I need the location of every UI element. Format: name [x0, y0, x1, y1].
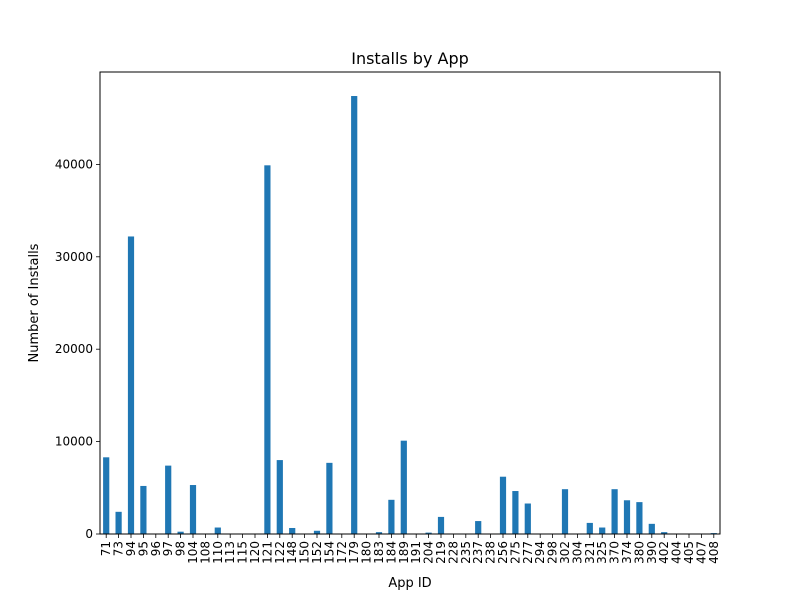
bar-97	[165, 465, 172, 534]
x-tick-label: 228	[446, 541, 460, 564]
bar-183	[375, 532, 383, 534]
x-tick-label: 94	[124, 541, 138, 556]
plot-frame	[99, 71, 721, 535]
x-tick-label: 71	[99, 541, 113, 556]
x-tick-label: 150	[298, 541, 312, 564]
x-tick-label: 115	[236, 541, 250, 564]
bar-390	[648, 523, 655, 534]
x-tick-label: 238	[484, 541, 498, 564]
x-axis-label: App ID	[388, 576, 431, 591]
x-tick-label: 122	[273, 541, 287, 564]
x-tick-label: 172	[335, 541, 349, 564]
x-tick-label: 298	[546, 541, 560, 564]
bar-184	[388, 499, 395, 534]
y-tick-label: 40000	[55, 157, 93, 171]
x-tick-label: 402	[657, 541, 671, 564]
bar-98	[177, 531, 184, 534]
bar-104	[189, 485, 197, 534]
x-tick-label: 321	[583, 541, 597, 564]
bar-302	[561, 489, 569, 534]
x-tick-label: 179	[347, 541, 361, 564]
bar-179	[351, 96, 358, 535]
bar-110	[214, 527, 221, 534]
bar-73	[115, 511, 122, 534]
x-tick-label: 370	[608, 541, 622, 564]
bar-204	[425, 532, 432, 534]
x-tick-label: 113	[223, 541, 237, 564]
x-ticks-group: 7173949596979810410811011311512012112214…	[99, 534, 721, 564]
bar-122	[276, 460, 283, 534]
x-tick-label: 219	[434, 541, 448, 564]
x-tick-label: 189	[397, 541, 411, 564]
x-tick-label: 154	[322, 541, 336, 564]
x-tick-label: 191	[409, 541, 423, 564]
bar-321	[586, 522, 593, 534]
x-tick-label: 148	[285, 541, 299, 564]
x-tick-label: 95	[136, 541, 150, 556]
x-tick-label: 184	[384, 541, 398, 564]
bar-154	[326, 462, 333, 534]
x-tick-label: 256	[496, 541, 510, 564]
x-tick-label: 152	[310, 541, 324, 564]
x-tick-label: 121	[260, 541, 274, 564]
x-tick-label: 294	[533, 541, 547, 564]
bar-325	[599, 527, 606, 534]
bar-95	[140, 485, 147, 534]
bar-71	[103, 457, 110, 534]
x-tick-label: 302	[558, 541, 572, 564]
bar-189	[400, 440, 407, 534]
x-tick-label: 204	[422, 541, 436, 564]
y-tick-label: 10000	[55, 435, 93, 449]
x-tick-label: 120	[248, 541, 262, 564]
bar-402	[661, 532, 668, 534]
bar-152	[313, 530, 321, 534]
x-tick-label: 96	[149, 541, 163, 556]
x-tick-label: 304	[570, 541, 584, 564]
bar-237	[475, 521, 482, 534]
x-tick-label: 380	[632, 541, 646, 564]
x-tick-label: 407	[694, 541, 708, 564]
bar-121	[264, 165, 271, 534]
bar-256	[499, 476, 507, 534]
y-tick-label: 30000	[55, 250, 93, 264]
bar-219	[437, 516, 445, 534]
bar-370	[611, 489, 618, 534]
chart-title: Installs by App	[351, 49, 469, 68]
bars-group	[103, 96, 717, 535]
bar-277	[524, 503, 531, 534]
y-tick-label: 20000	[55, 342, 93, 356]
x-tick-label: 110	[211, 541, 225, 564]
x-tick-label: 408	[707, 541, 721, 564]
x-tick-label: 180	[360, 541, 374, 564]
x-tick-label: 104	[186, 541, 200, 564]
x-tick-label: 183	[372, 541, 386, 564]
x-tick-label: 405	[682, 541, 696, 564]
x-tick-label: 97	[161, 541, 175, 556]
y-ticks-group: 0 10000 20000 30000 40000	[55, 157, 100, 541]
x-tick-label: 277	[521, 541, 535, 564]
x-tick-label: 390	[645, 541, 659, 564]
x-tick-label: 374	[620, 541, 634, 564]
y-axis-label: Number of Installs	[27, 243, 42, 362]
plot-area-background	[100, 72, 720, 534]
y-tick-label: 0	[85, 527, 93, 541]
x-tick-label: 275	[508, 541, 522, 564]
bar-94	[127, 236, 135, 534]
bar-148	[289, 527, 296, 534]
x-tick-label: 235	[459, 541, 473, 564]
bar-275	[512, 491, 519, 534]
bar-374	[623, 500, 631, 534]
x-tick-label: 98	[174, 541, 188, 556]
x-tick-label: 73	[112, 541, 126, 556]
x-tick-label: 325	[595, 541, 609, 564]
x-tick-label: 108	[198, 541, 212, 564]
x-tick-label: 404	[670, 541, 684, 564]
bar-380	[636, 502, 643, 534]
x-tick-label: 237	[471, 541, 485, 564]
